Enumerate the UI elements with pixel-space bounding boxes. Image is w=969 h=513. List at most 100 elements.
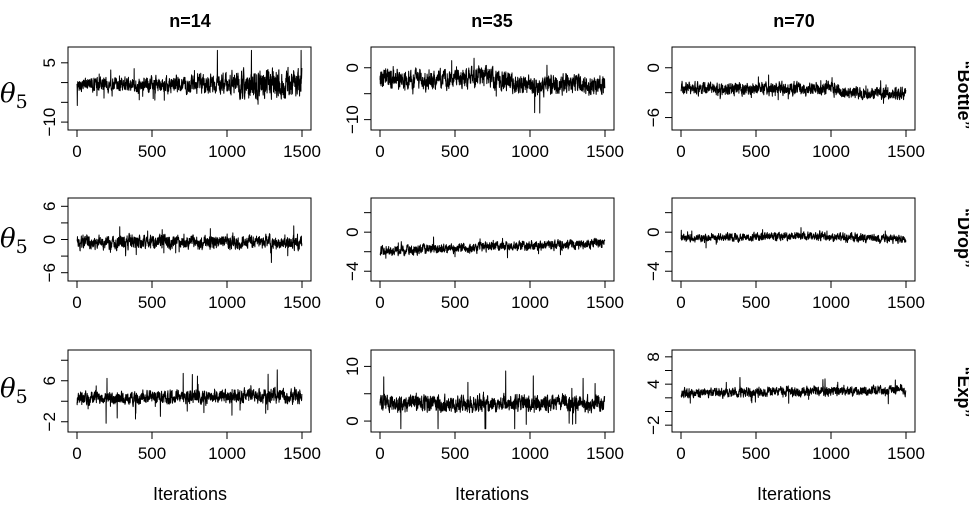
x-tick-label: 0 xyxy=(72,293,81,312)
theta-symbol: θ xyxy=(0,224,16,254)
x-tick-label: 0 xyxy=(676,142,685,161)
theta-symbol: θ xyxy=(0,374,16,404)
svg-text:θ5: θ5 xyxy=(0,79,28,113)
x-tick-label: 1000 xyxy=(208,293,246,312)
y-axis-label-row-1: θ5 xyxy=(0,79,28,113)
svg-text:θ5: θ5 xyxy=(0,374,28,408)
plot-frame xyxy=(370,197,615,282)
x-tick-label: 500 xyxy=(742,293,770,312)
x-tick-label: 500 xyxy=(138,444,166,463)
x-tick-label: 0 xyxy=(72,142,81,161)
y-tick-label: −4 xyxy=(343,262,362,281)
column-title-n70: n=70 xyxy=(773,11,815,31)
x-tick-label: 1000 xyxy=(511,444,549,463)
x-tick-label: 1500 xyxy=(586,293,624,312)
panel-r3-c1: 0 500 1000 1500 −2 6 xyxy=(40,349,321,463)
plot-frame xyxy=(370,46,615,131)
x-tick-label: 1000 xyxy=(812,142,850,161)
x-tick-label: 0 xyxy=(676,444,685,463)
trace-line xyxy=(680,74,907,104)
x-axis-label-col-1: Iterations xyxy=(153,484,227,504)
trace-line xyxy=(680,227,907,249)
x-tick-label: 500 xyxy=(742,444,770,463)
y-tick-label: −6 xyxy=(40,263,59,282)
row-label-drop: “Drop” xyxy=(954,208,969,268)
panel-r1-c3: 0 500 1000 1500 −6 0 xyxy=(644,46,925,161)
trace-line xyxy=(680,377,907,405)
x-tick-label: 1000 xyxy=(208,142,246,161)
theta-symbol: θ xyxy=(0,79,16,109)
plot-frame xyxy=(671,46,916,131)
x-tick-label: 1500 xyxy=(887,293,925,312)
row-label-bottle: “Bottle” xyxy=(954,61,969,130)
panel-r2-c2: 0 500 1000 1500 −4 0 xyxy=(343,197,624,312)
y-tick-label: 8 xyxy=(644,352,663,361)
x-axis-label-col-2: Iterations xyxy=(455,484,529,504)
trace-line xyxy=(76,369,303,424)
x-tick-label: 1000 xyxy=(812,293,850,312)
x-tick-label: 1500 xyxy=(586,142,624,161)
plot-frame xyxy=(67,349,312,433)
y-tick-label: 10 xyxy=(343,357,362,376)
panel-r3-c2: 0 500 1000 1500 0 10 xyxy=(343,349,624,463)
x-tick-label: 1500 xyxy=(283,293,321,312)
plot-frame xyxy=(370,349,615,433)
y-axis-label-row-2: θ5 xyxy=(0,224,28,258)
svg-text:θ5: θ5 xyxy=(0,224,28,258)
panel-r2-c1: 0 500 1000 1500 −6 0 6 xyxy=(40,197,321,312)
x-axis-label-col-3: Iterations xyxy=(757,484,831,504)
column-title-n14: n=14 xyxy=(169,11,211,31)
x-tick-label: 0 xyxy=(375,142,384,161)
y-tick-label: −2 xyxy=(644,415,663,434)
plot-frame xyxy=(671,197,916,282)
x-tick-label: 1500 xyxy=(283,142,321,161)
trace-line xyxy=(76,225,303,263)
y-tick-label: −6 xyxy=(644,108,663,127)
x-tick-label: 1500 xyxy=(887,142,925,161)
row-label-exp: “Exp” xyxy=(954,366,969,417)
x-tick-label: 1000 xyxy=(208,444,246,463)
x-tick-label: 500 xyxy=(441,142,469,161)
y-tick-label: −4 xyxy=(644,262,663,281)
x-tick-label: 1000 xyxy=(511,142,549,161)
x-tick-label: 0 xyxy=(676,293,685,312)
panel-r2-c3: 0 500 1000 1500 −4 0 xyxy=(644,197,925,312)
column-title-n35: n=35 xyxy=(471,11,513,31)
y-tick-label: 0 xyxy=(644,63,663,72)
trace-line xyxy=(76,49,303,107)
y-tick-label: 0 xyxy=(343,63,362,72)
x-tick-label: 0 xyxy=(72,444,81,463)
y-axis-label-row-3: θ5 xyxy=(0,374,28,408)
theta-subscript: 5 xyxy=(16,386,28,408)
y-tick-label: 0 xyxy=(343,416,362,425)
y-tick-label: 5 xyxy=(40,58,59,67)
panel-r3-c3: 0 500 1000 1500 −2 4 8 xyxy=(644,349,925,463)
y-tick-label: 0 xyxy=(644,227,663,236)
theta-subscript: 5 xyxy=(16,91,28,113)
x-tick-label: 1500 xyxy=(586,444,624,463)
x-tick-label: 1000 xyxy=(511,293,549,312)
trace-line xyxy=(379,236,606,259)
y-tick-label: −2 xyxy=(40,412,59,431)
y-tick-label: −10 xyxy=(343,105,362,134)
x-tick-label: 500 xyxy=(138,293,166,312)
y-tick-label: 6 xyxy=(40,376,59,385)
x-tick-label: 1500 xyxy=(283,444,321,463)
x-tick-label: 0 xyxy=(375,444,384,463)
y-tick-label: −10 xyxy=(40,108,59,137)
panel-r1-c1: 0 500 1000 1500 −10 5 xyxy=(40,46,321,161)
x-tick-label: 500 xyxy=(441,444,469,463)
x-tick-label: 500 xyxy=(441,293,469,312)
trace-line xyxy=(379,370,606,430)
x-tick-label: 1000 xyxy=(812,444,850,463)
x-tick-label: 1500 xyxy=(887,444,925,463)
y-tick-label: 4 xyxy=(644,379,663,388)
plot-frame xyxy=(67,46,312,131)
x-tick-label: 500 xyxy=(138,142,166,161)
trace-line xyxy=(379,57,606,114)
x-tick-label: 0 xyxy=(375,293,384,312)
x-tick-label: 500 xyxy=(742,142,770,161)
y-tick-label: 6 xyxy=(40,202,59,211)
